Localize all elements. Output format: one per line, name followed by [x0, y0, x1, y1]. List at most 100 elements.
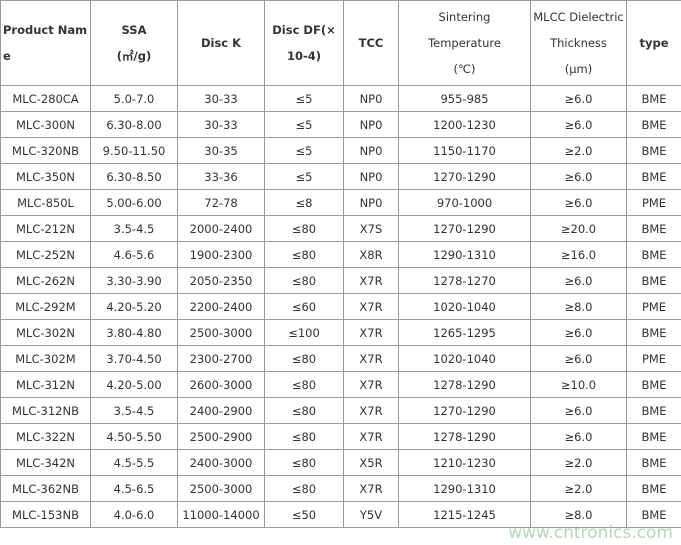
header-cell: TCC	[343, 0, 399, 86]
table-cell: ≤5	[264, 137, 344, 164]
table-cell: MLC-212N	[0, 215, 91, 242]
table-cell: ≥6.0	[530, 111, 627, 138]
table-cell: PME	[626, 189, 681, 216]
table-row: MLC-292M 4.20-5.20 2200-2400 ≤60 X7R 1020-104…	[0, 293, 681, 320]
table-cell: 1020-1040	[398, 293, 531, 320]
table-cell: 30-33	[177, 85, 265, 112]
table-cell: 30-35	[177, 137, 265, 164]
table-row: MLC-850L 5.00-6.00 72-78 ≤8 NP0 970-1000 ≥6.0 P…	[0, 189, 681, 216]
table-cell: 5.0-7.0	[90, 85, 178, 112]
table-cell: Y5V	[343, 501, 399, 528]
table-cell: ≤80	[264, 449, 344, 476]
table-cell: 1900-2300	[177, 241, 265, 268]
table-cell: 970-1000	[398, 189, 531, 216]
table-cell: BME	[626, 267, 681, 294]
table-cell: MLC-322N	[0, 423, 91, 450]
table-cell: 2600-3000	[177, 371, 265, 398]
header-row: Product Name SSA (㎡/g) Disc K Disc DF(× 10-…	[0, 0, 681, 86]
table-cell: ≤80	[264, 267, 344, 294]
table-cell: MLC-292M	[0, 293, 91, 320]
table-cell: ≥6.0	[530, 163, 627, 190]
table-cell: MLC-153NB	[0, 501, 91, 528]
table-cell: 1278-1290	[398, 371, 531, 398]
table-cell: BME	[626, 475, 681, 502]
table-cell: 30-33	[177, 111, 265, 138]
table-cell: ≥6.0	[530, 423, 627, 450]
table-cell: 2050-2350	[177, 267, 265, 294]
header-cell: MLCC Dielectric Thickness (μm)	[530, 0, 627, 86]
table-cell: X7R	[343, 371, 399, 398]
table-cell: BME	[626, 449, 681, 476]
table-cell: ≤80	[264, 345, 344, 372]
table-row: MLC-280CA 5.0-7.0 30-33 ≤5 NP0 955-985 ≥6.0 BME	[0, 85, 681, 112]
table-cell: X7R	[343, 423, 399, 450]
table-row: MLC-212N 3.5-4.5 2000-2400 ≤80 X7S 1270-1290 ≥…	[0, 215, 681, 242]
table-cell: 3.70-4.50	[90, 345, 178, 372]
table-cell: MLC-302M	[0, 345, 91, 372]
table-cell: X7R	[343, 319, 399, 346]
table-cell: 1020-1040	[398, 345, 531, 372]
table-cell: BME	[626, 319, 681, 346]
table-cell: BME	[626, 215, 681, 242]
table-cell: 1278-1270	[398, 267, 531, 294]
table-cell: ≥2.0	[530, 137, 627, 164]
table-cell: ≥6.0	[530, 345, 627, 372]
table-cell: NP0	[343, 85, 399, 112]
table-cell: 5.00-6.00	[90, 189, 178, 216]
table-cell: ≥16.0	[530, 241, 627, 268]
table-row: MLC-300N 6.30-8.00 30-33 ≤5 NP0 1200-1230 ≥6.0…	[0, 111, 681, 138]
table-row: MLC-153NB 4.0-6.0 11000-14000 ≤50 Y5V 1215-12…	[0, 501, 681, 528]
table-cell: ≤5	[264, 111, 344, 138]
table-cell: 1270-1290	[398, 163, 531, 190]
table-cell: 3.30-3.90	[90, 267, 178, 294]
table-cell: ≤100	[264, 319, 344, 346]
table-cell: 2400-3000	[177, 449, 265, 476]
table-cell: 3.80-4.80	[90, 319, 178, 346]
table-cell: ≤80	[264, 475, 344, 502]
table-cell: ≤80	[264, 215, 344, 242]
table-cell: NP0	[343, 111, 399, 138]
table-cell: 4.20-5.20	[90, 293, 178, 320]
table-cell: PME	[626, 345, 681, 372]
table-cell: MLC-300N	[0, 111, 91, 138]
table-cell: BME	[626, 137, 681, 164]
table-cell: ≤50	[264, 501, 344, 528]
table-cell: ≥2.0	[530, 449, 627, 476]
table-cell: 1200-1230	[398, 111, 531, 138]
table-cell: MLC-320NB	[0, 137, 91, 164]
table-cell: 6.30-8.50	[90, 163, 178, 190]
table-cell: BME	[626, 397, 681, 424]
table-cell: 4.50-5.50	[90, 423, 178, 450]
table-cell: BME	[626, 423, 681, 450]
table-cell: 4.0-6.0	[90, 501, 178, 528]
table-cell: ≤80	[264, 397, 344, 424]
table-cell: ≤5	[264, 85, 344, 112]
table-cell: ≤60	[264, 293, 344, 320]
table-cell: 1265-1295	[398, 319, 531, 346]
table-cell: 2400-2900	[177, 397, 265, 424]
table-cell: 2300-2700	[177, 345, 265, 372]
table-cell: ≥6.0	[530, 267, 627, 294]
table-cell: ≤8	[264, 189, 344, 216]
table-row: MLC-312NB 3.5-4.5 2400-2900 ≤80 X7R 1270-1290…	[0, 397, 681, 424]
table-row: MLC-320NB 9.50-11.50 30-35 ≤5 NP0 1150-1170 ≥2…	[0, 137, 681, 164]
table-cell: 1270-1290	[398, 397, 531, 424]
table-cell: 2500-3000	[177, 319, 265, 346]
table-cell: NP0	[343, 163, 399, 190]
table-cell: MLC-350N	[0, 163, 91, 190]
table-cell: ≥6.0	[530, 319, 627, 346]
table-cell: ≥8.0	[530, 501, 627, 528]
table-cell: X7R	[343, 475, 399, 502]
table-cell: BME	[626, 241, 681, 268]
table-cell: X7R	[343, 293, 399, 320]
table-cell: ≥8.0	[530, 293, 627, 320]
table-cell: X8R	[343, 241, 399, 268]
table-cell: 1290-1310	[398, 241, 531, 268]
table-cell: BME	[626, 163, 681, 190]
table-row: MLC-312N 4.20-5.00 2600-3000 ≤80 X7R 1278-129…	[0, 371, 681, 398]
table-cell: NP0	[343, 189, 399, 216]
table-row: MLC-302N 3.80-4.80 2500-3000 ≤100 X7R 1265-12…	[0, 319, 681, 346]
table-cell: 9.50-11.50	[90, 137, 178, 164]
table-row: MLC-302M 3.70-4.50 2300-2700 ≤80 X7R 1020-104…	[0, 345, 681, 372]
table-cell: ≤80	[264, 241, 344, 268]
